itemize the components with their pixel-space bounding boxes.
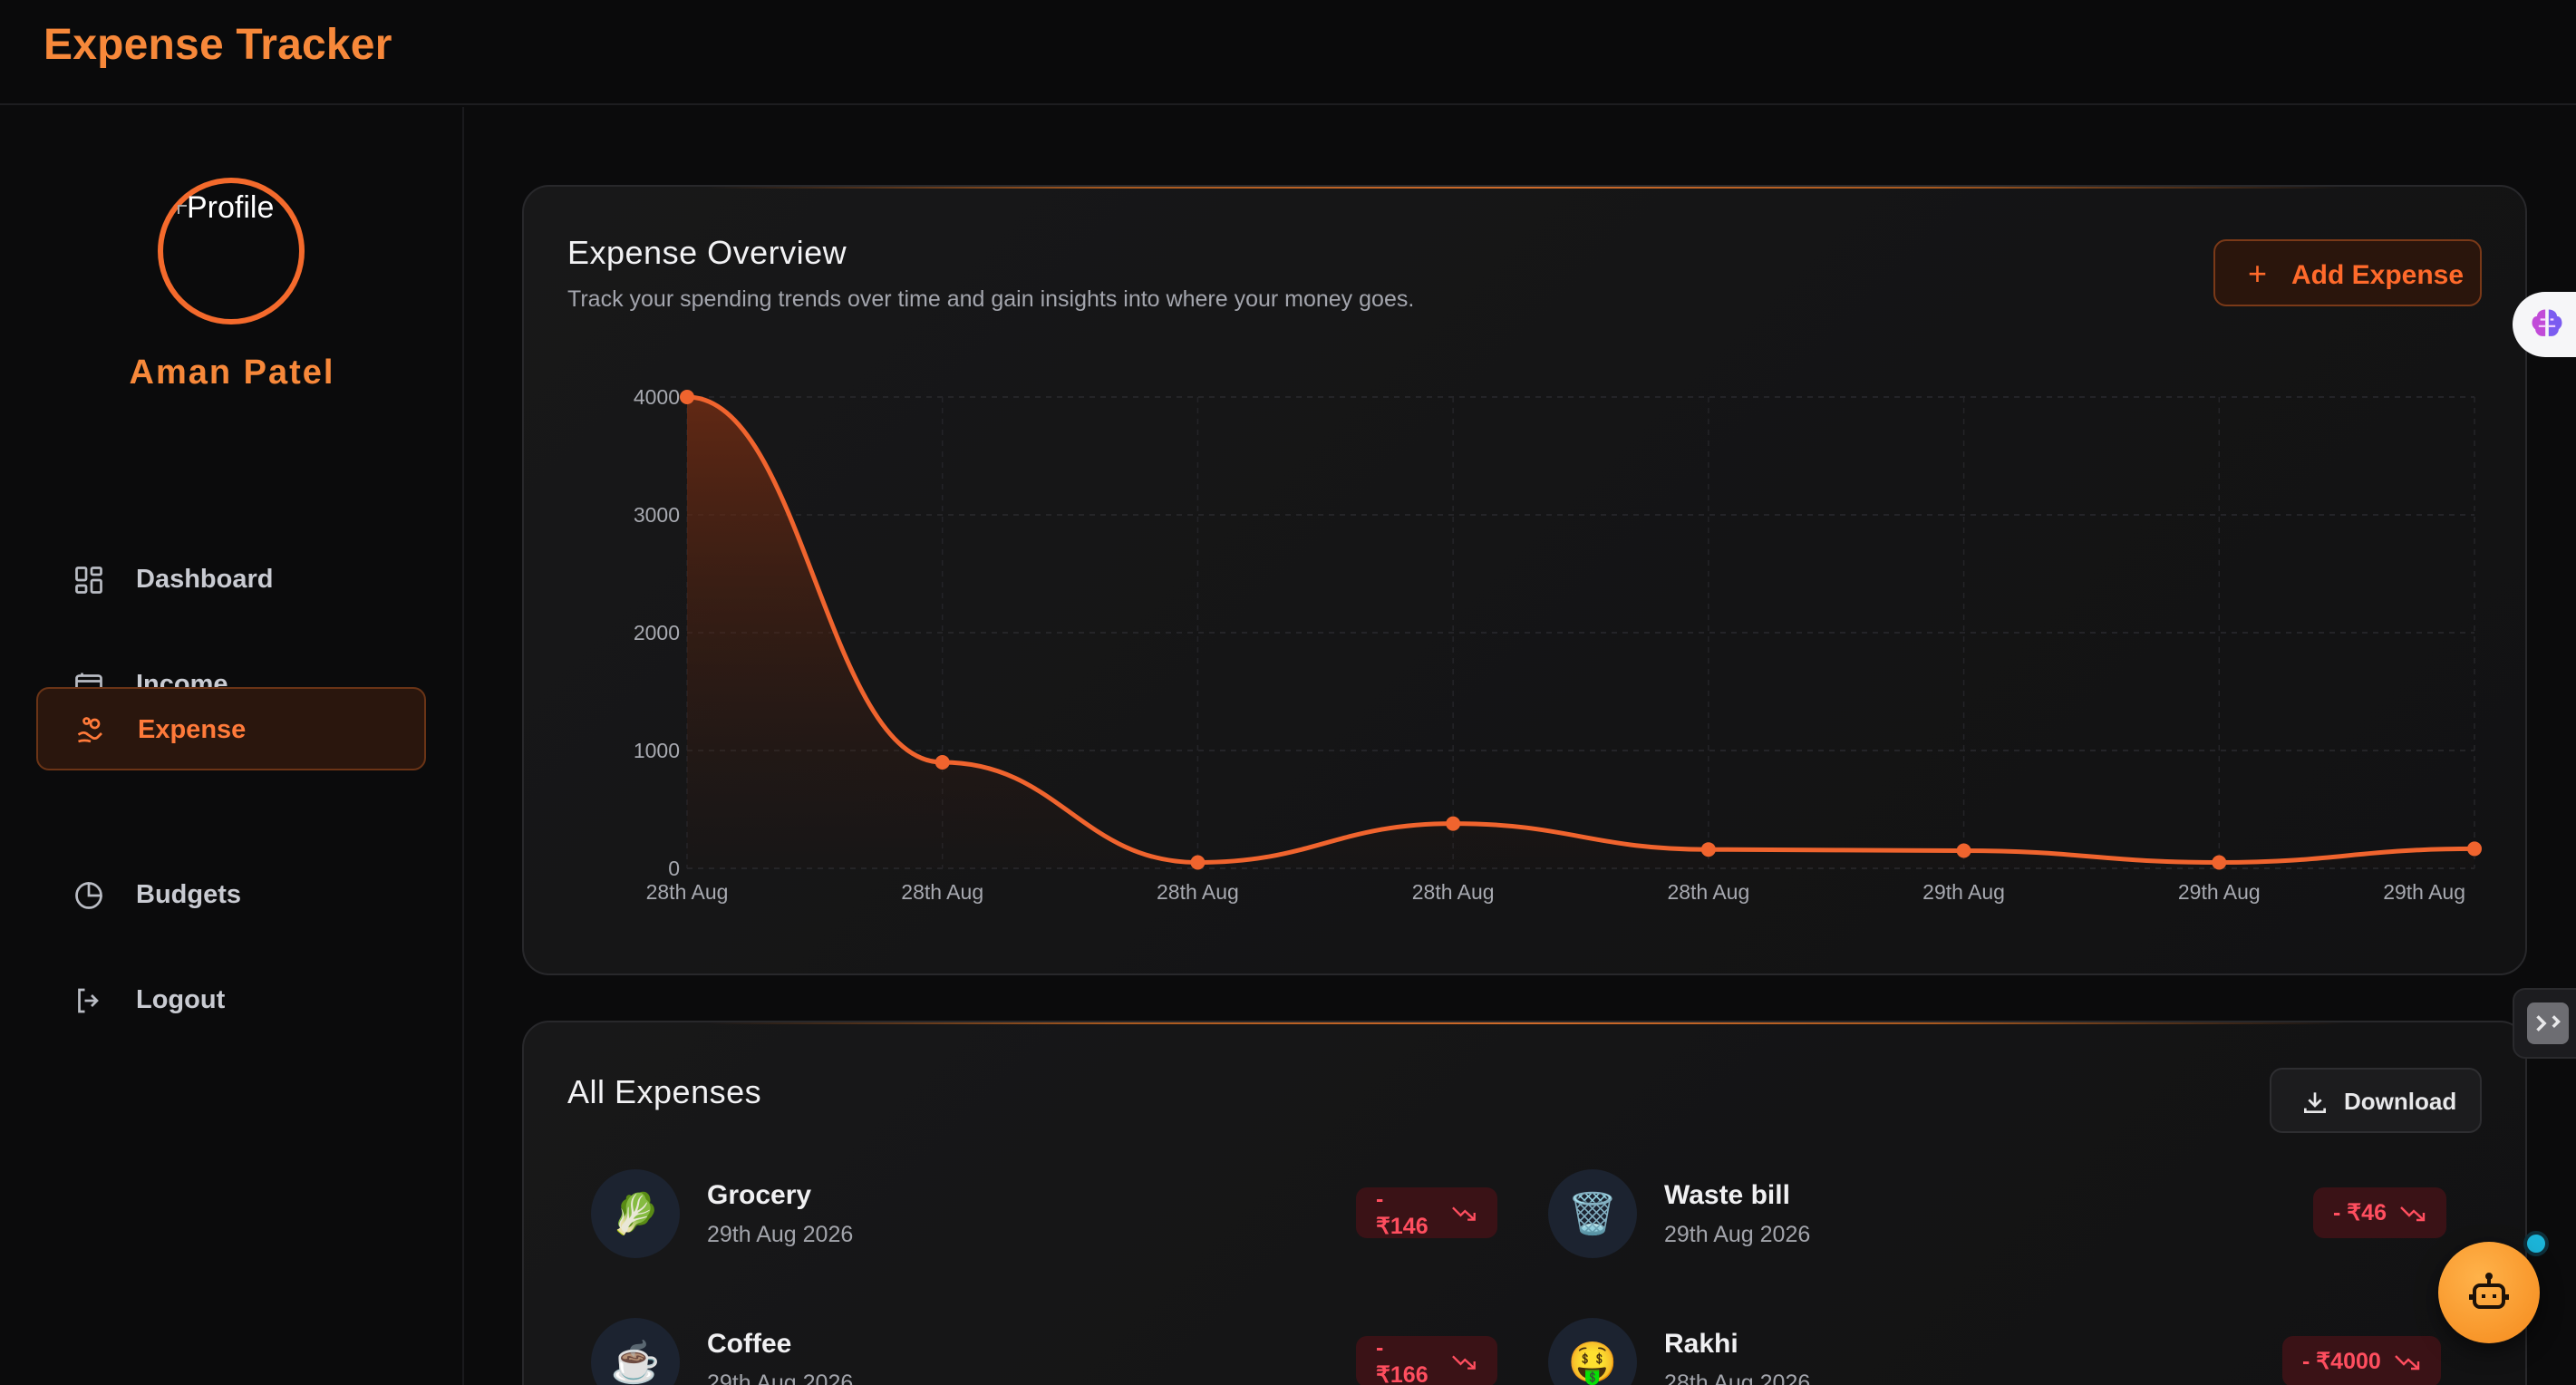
y-tick-label: 1000 (634, 739, 680, 762)
logout-icon (78, 988, 99, 1013)
money-face-icon: 🤑 (1548, 1318, 1637, 1385)
overview-title: Expense Overview (567, 234, 847, 271)
notification-dot (2523, 1231, 2549, 1256)
sidebar-item-label: Budgets (136, 880, 241, 909)
download-label: Download (2344, 1088, 2457, 1115)
app-title: Expense Tracker (44, 21, 392, 69)
sidebar-item-label: Dashboard (136, 565, 274, 594)
expense-name: Coffee (707, 1329, 792, 1359)
expense-area-chart: 0 1000 2000 3000 4000 28th Aug 28th Aug 28th Au… (634, 385, 2482, 904)
download-icon (2304, 1092, 2326, 1113)
expense-item-grocery[interactable]: 🥬 Grocery 29th Aug 2026 - ₹146 (591, 1169, 1497, 1269)
sidebar-item-budgets[interactable]: Budgets (36, 854, 426, 937)
robot-icon (2469, 1273, 2509, 1309)
trash-can-icon: 🗑️ (1548, 1169, 1637, 1258)
y-tick-label: 3000 (634, 503, 680, 527)
chart-data-point (2467, 841, 2482, 857)
amount-badge: - ₹46 (2313, 1187, 2446, 1238)
amount-badge: - ₹146 (1356, 1186, 1497, 1239)
y-tick-label: 2000 (634, 621, 680, 644)
expense-date: 28th Aug 2026 (1664, 1370, 1811, 1385)
chart-data-point (1700, 842, 1716, 857)
trending-down-icon (2394, 1355, 2419, 1370)
x-tick-label: 29th Aug (1922, 880, 2005, 904)
top-bar: Expense Tracker (0, 0, 2576, 105)
expense-date: 29th Aug 2026 (707, 1370, 854, 1385)
avatar[interactable]: Profile (158, 178, 305, 324)
chart-data-point (935, 755, 950, 770)
expense-date: 29th Aug 2026 (707, 1222, 854, 1247)
chart-data-point (1446, 816, 1461, 831)
amount-badge: - ₹4000 (2282, 1336, 2441, 1385)
expense-item-waste-bill[interactable]: 🗑️ Waste bill 29th Aug 2026 - ₹46 (1548, 1169, 2455, 1269)
chatbot-button[interactable] (2438, 1242, 2540, 1343)
coffee-icon: ☕ (591, 1318, 680, 1385)
pie-chart-icon (75, 882, 102, 909)
brain-icon (2532, 309, 2562, 336)
amount-value: - ₹146 (1376, 1186, 1428, 1239)
ai-assistant-tab[interactable] (2513, 292, 2576, 357)
amount-badge: - ₹166 (1356, 1334, 1497, 1385)
x-tick-label: 29th Aug (2383, 880, 2465, 904)
chart-series-line (686, 394, 2475, 866)
add-expense-button[interactable]: + Add Expense (2213, 239, 2482, 306)
expense-item-coffee[interactable]: ☕ Coffee 29th Aug 2026 - ₹166 (591, 1318, 1497, 1385)
expense-name: Waste bill (1664, 1180, 1790, 1210)
expense-overview-card: Expense Overview Track your spending tre… (522, 185, 2527, 975)
sidebar-item-expense[interactable]: Expense (36, 687, 426, 770)
terminal-icon (2527, 1002, 2569, 1044)
sidebar-item-label: Expense (138, 715, 247, 744)
trending-down-icon (1452, 1206, 1477, 1221)
amount-value: - ₹46 (2333, 1200, 2387, 1225)
dashboard-grid-icon (75, 567, 102, 594)
x-tick-label: 28th Aug (901, 880, 983, 904)
y-tick-label: 0 (668, 857, 680, 880)
trending-down-icon (2400, 1206, 2426, 1222)
amount-value: - ₹166 (1376, 1334, 1428, 1385)
y-tick-label: 4000 (634, 385, 680, 409)
avatar-alt-text: Profile (177, 190, 275, 225)
expenses-title: All Expenses (567, 1073, 762, 1110)
chart-data-point (1190, 855, 1206, 870)
user-name: Aman Patel (129, 354, 335, 392)
x-tick-label: 28th Aug (646, 880, 729, 904)
amount-value: - ₹4000 (2302, 1349, 2381, 1374)
expense-name: Rakhi (1664, 1329, 1738, 1359)
expense-name: Grocery (707, 1180, 812, 1210)
sidebar: Profile Aman Patel Dashboard Income Expe… (0, 107, 464, 1385)
sidebar-item-logout[interactable]: Logout (36, 959, 426, 1042)
sidebar-item-label: Logout (136, 985, 226, 1014)
x-tick-label: 29th Aug (2178, 880, 2261, 904)
expense-date: 29th Aug 2026 (1664, 1222, 1811, 1247)
chart-area-fill (687, 397, 2474, 868)
trending-down-icon (1452, 1355, 1477, 1370)
chart-data-point (680, 390, 694, 404)
grocery-icon: 🥬 (591, 1169, 680, 1258)
x-tick-label: 28th Aug (1412, 880, 1495, 904)
sidebar-item-dashboard[interactable]: Dashboard (36, 538, 426, 622)
hand-coins-icon (77, 717, 102, 743)
chart-data-point (2212, 855, 2227, 870)
all-expenses-card: All Expenses Download 🥬 Grocery 29th Aug… (522, 1021, 2527, 1385)
plus-icon: + (2248, 255, 2268, 292)
add-expense-label: Add Expense (2291, 260, 2465, 290)
chart-data-point (1956, 843, 1971, 858)
terminal-tab[interactable] (2513, 988, 2576, 1059)
x-tick-label: 28th Aug (1667, 880, 1749, 904)
download-button[interactable]: Download (2270, 1068, 2482, 1133)
overview-subtitle: Track your spending trends over time and… (567, 286, 1415, 312)
expense-item-rakhi[interactable]: 🤑 Rakhi 28th Aug 2026 - ₹4000 (1548, 1318, 2455, 1385)
x-tick-label: 28th Aug (1157, 880, 1239, 904)
